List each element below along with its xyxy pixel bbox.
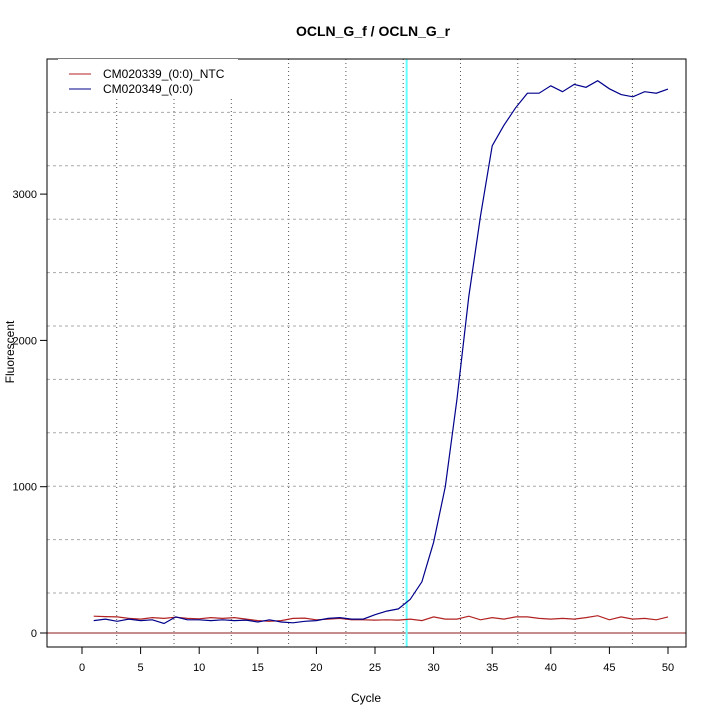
y-tick-label: 1000 <box>13 482 37 494</box>
x-tick-label: 5 <box>138 662 144 674</box>
x-tick-label: 10 <box>193 662 205 674</box>
x-tick-label: 45 <box>603 662 615 674</box>
grid <box>47 58 686 647</box>
y-tick-label: 2000 <box>13 335 37 347</box>
plot-frame <box>46 58 687 648</box>
legend-label-sample: CM020349_(0:0) <box>103 82 193 96</box>
legend-box <box>58 59 238 99</box>
series-line-0 <box>93 615 669 622</box>
legend-label-ntc: CM020339_(0:0)_NTC <box>103 67 225 81</box>
series-lines <box>47 59 686 647</box>
x-tick-label: 50 <box>662 662 674 674</box>
x-tick-label: 30 <box>427 662 439 674</box>
x-tick-label: 40 <box>545 662 557 674</box>
x-tick-label: 25 <box>369 662 381 674</box>
y-tick-label: 3000 <box>13 189 37 201</box>
x-tick-label: 35 <box>486 662 498 674</box>
x-tick-label: 15 <box>252 662 264 674</box>
x-axis-label: Cycle <box>351 691 381 705</box>
x-tick-label: 20 <box>310 662 322 674</box>
series-line-1 <box>93 79 669 625</box>
x-tick-label: 0 <box>79 662 85 674</box>
axes: 0 5 10 15 20 25 30 35 40 45 50 0 1000 2000 3000 <box>13 189 675 674</box>
chart-title: OCLN_G_f / OCLN_G_r <box>296 23 451 39</box>
y-axis-label: Fluorescent <box>3 320 17 383</box>
y-tick-label: 0 <box>31 628 37 640</box>
legend: CM020339_(0:0)_NTC CM020349_(0:0) <box>58 59 238 99</box>
